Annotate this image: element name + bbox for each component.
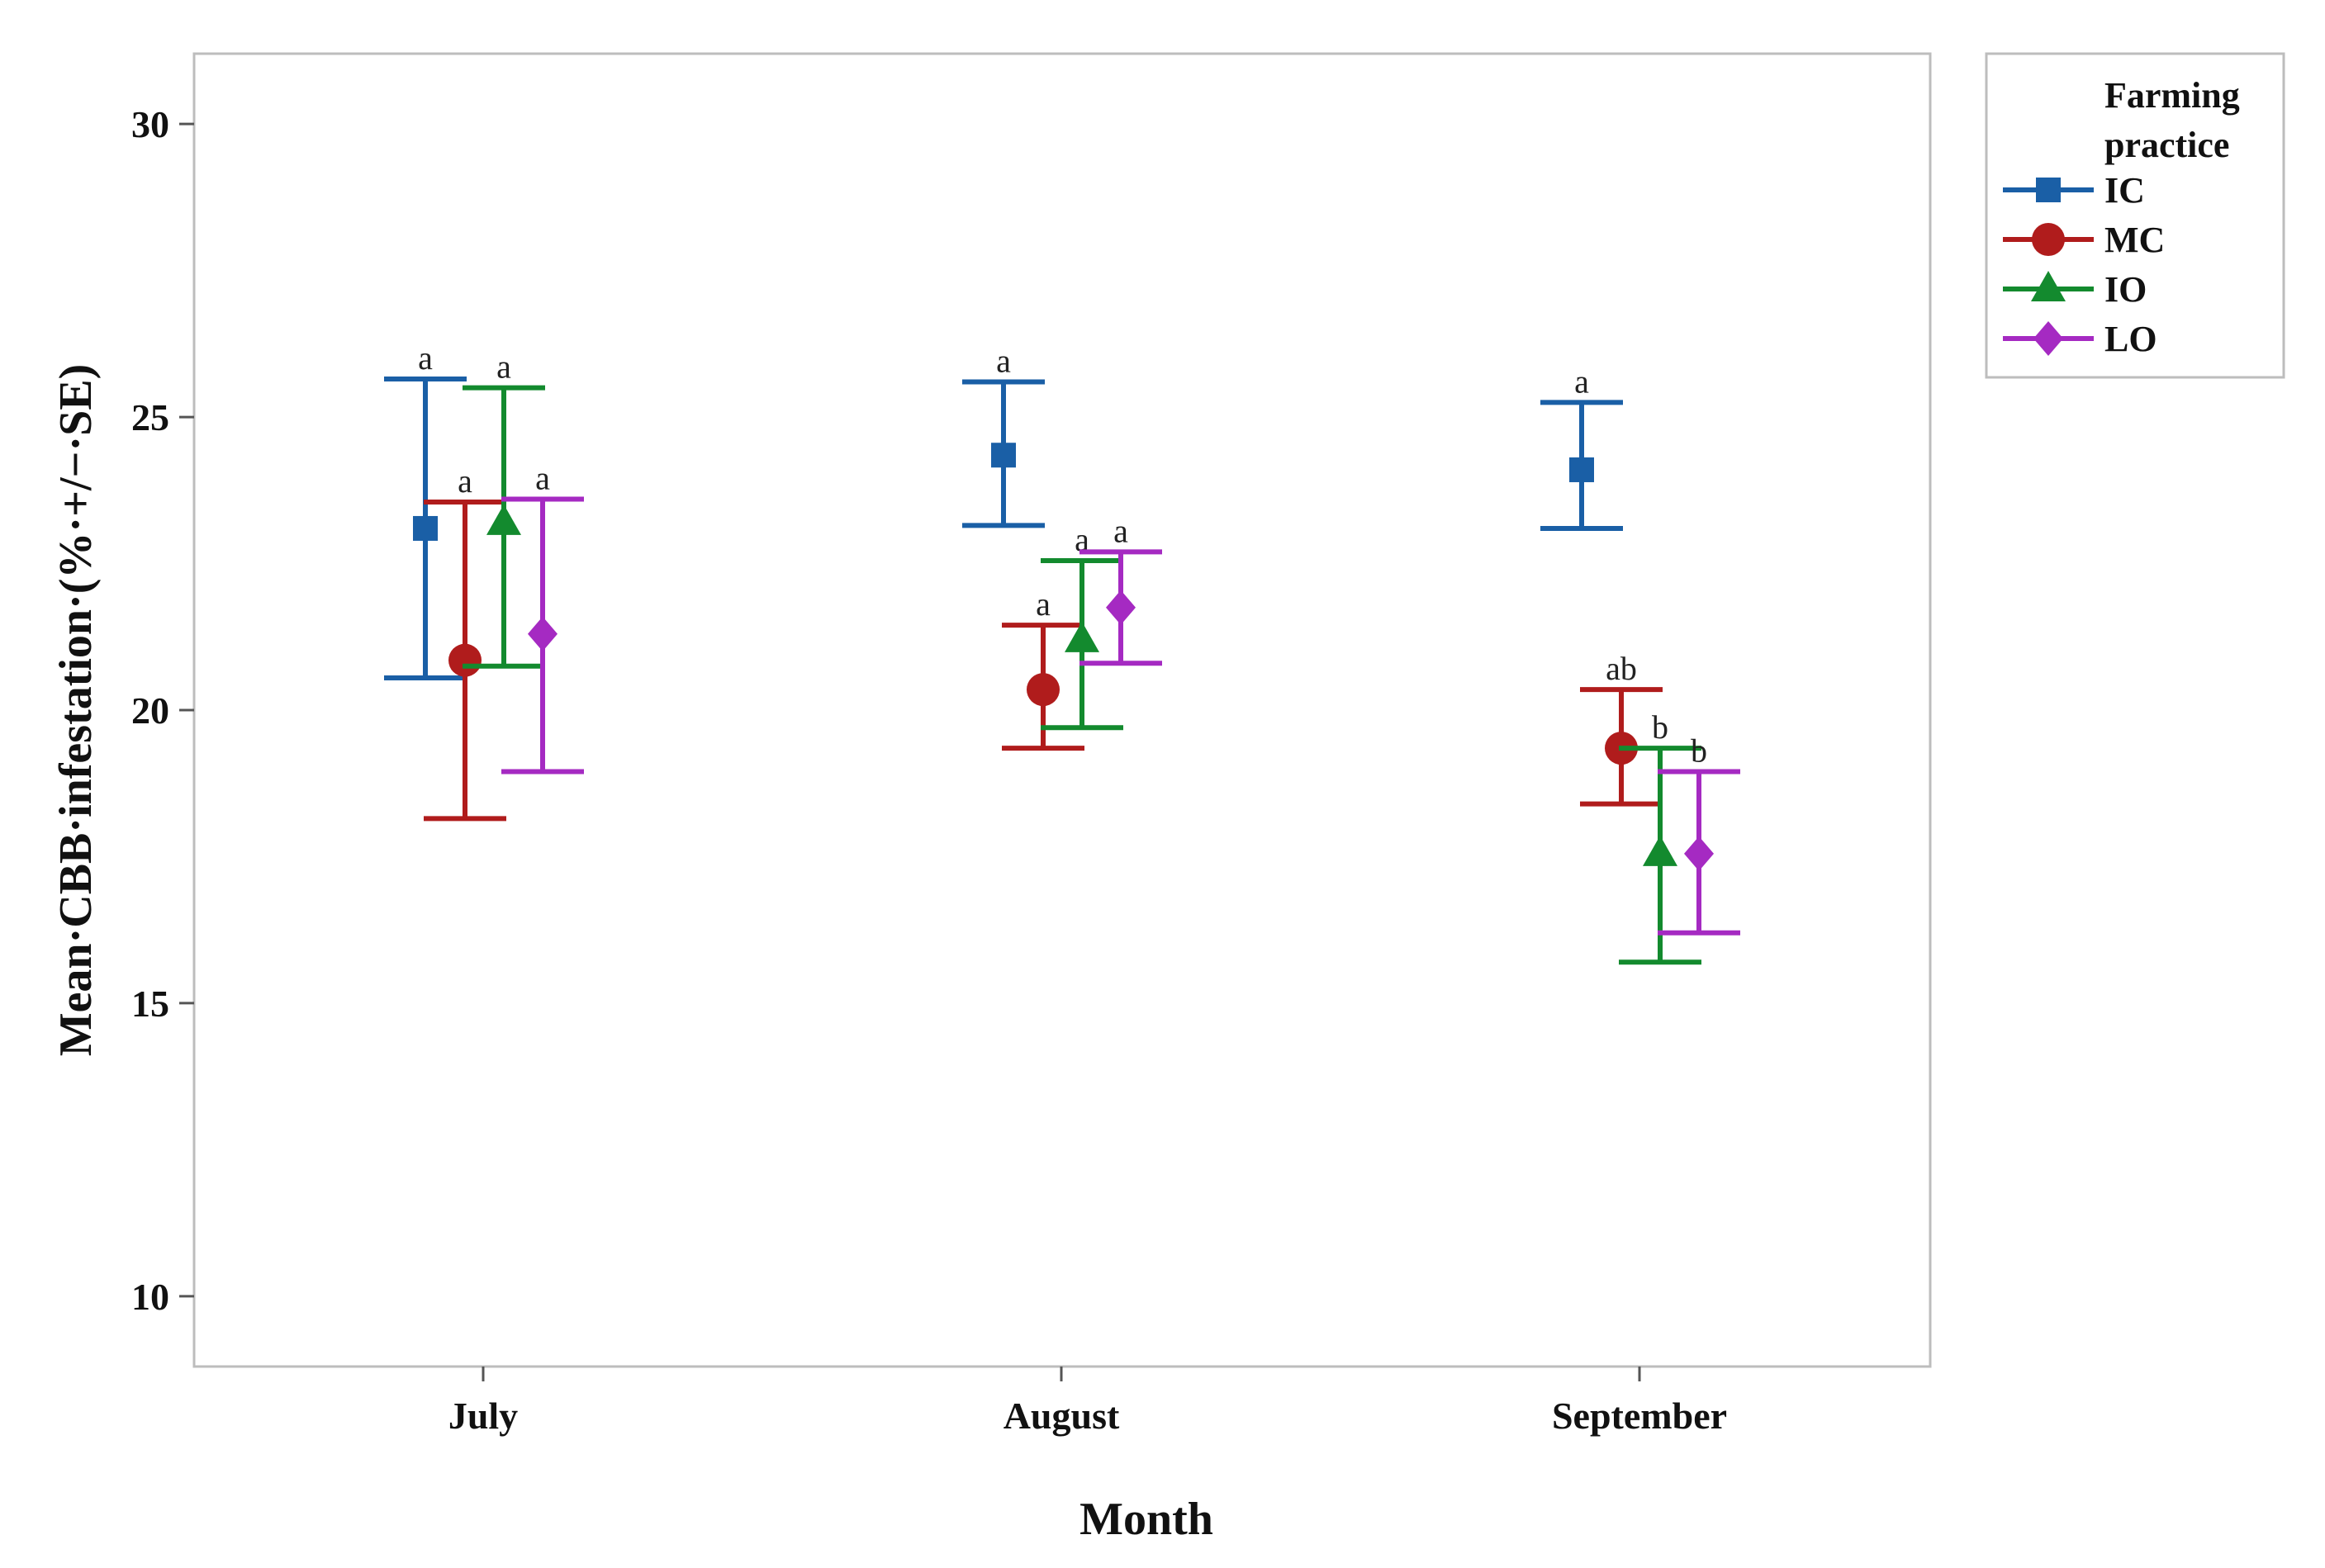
legend-item-lo: LO: [2003, 319, 2157, 359]
plot-frame: [192, 52, 1932, 1368]
y-axis-title: Mean·CBB·infestation·(%·+/−·SE): [50, 364, 102, 1057]
mean-point: [486, 504, 521, 535]
significance-letter: a: [1574, 362, 1589, 400]
y-tick-label: 25: [131, 396, 169, 438]
legend-items: IC MC IO LO: [2003, 170, 2165, 359]
mean-point: [413, 515, 438, 541]
y-tick-label: 10: [131, 1276, 169, 1318]
legend-item-io: IO: [2003, 269, 2147, 310]
legend-swatch-marker: [2031, 271, 2066, 301]
mean-point: [1684, 836, 1714, 871]
x-tick-label: September: [1552, 1395, 1727, 1437]
x-axis-title: Month: [1079, 1494, 1213, 1545]
mean-point: [1106, 590, 1136, 625]
significance-letter: a: [535, 459, 550, 496]
legend-item-mc: MC: [2003, 220, 2165, 260]
x-tick-label: August: [1004, 1395, 1120, 1437]
mean-point: [991, 443, 1016, 468]
y-tick-label: 15: [131, 983, 169, 1025]
x-axis: July August September: [448, 1367, 1727, 1437]
significance-letter: a: [1036, 585, 1051, 623]
legend-label: IC: [2104, 170, 2145, 211]
legend-swatch-marker: [2036, 178, 2061, 202]
mean-point: [1065, 621, 1099, 652]
y-axis: 10 15 20 25 30: [131, 103, 194, 1318]
significance-letter: a: [996, 343, 1011, 380]
legend: Farming practice IC MC IO LO: [1985, 52, 2285, 379]
y-tick-label: 30: [131, 103, 169, 145]
legend-box: [1985, 52, 2285, 379]
significance-letter: b: [1691, 732, 1707, 770]
mean-point: [528, 616, 558, 651]
mean-point: [1569, 457, 1594, 482]
significance-letter: a: [458, 462, 472, 500]
legend-swatch-marker: [2033, 321, 2063, 356]
significance-letter: a: [496, 348, 511, 386]
legend-label: MC: [2104, 220, 2165, 260]
significance-letter: b: [1652, 708, 1668, 746]
series-lo: aab: [501, 459, 1740, 936]
series-ic: a aa: [384, 339, 1623, 680]
legend-title-line-1: Farming: [2104, 75, 2240, 116]
legend-item-ic: IC: [2003, 170, 2145, 211]
significance-letter: a: [418, 339, 433, 377]
mean-point: [448, 643, 482, 677]
significance-letter: ab: [1606, 650, 1637, 687]
legend-label: IO: [2104, 269, 2147, 310]
legend-swatch-marker: [2032, 223, 2065, 256]
mean-point: [1027, 673, 1060, 707]
significance-letter: a: [1075, 521, 1089, 558]
series-io: aab: [463, 348, 1701, 965]
mean-point: [1643, 835, 1677, 866]
x-tick-label: July: [448, 1395, 518, 1437]
legend-title-line-2: practice: [2104, 125, 2229, 165]
y-tick-label: 20: [131, 689, 169, 732]
legend-label: LO: [2104, 319, 2157, 359]
significance-letter: a: [1113, 512, 1128, 549]
